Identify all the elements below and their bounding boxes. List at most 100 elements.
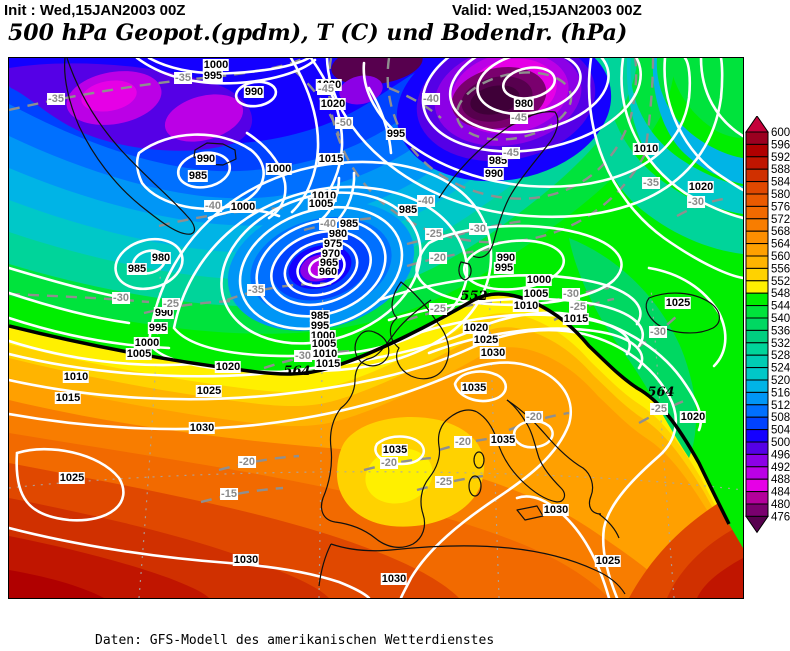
isobar-label: 980 [150,252,172,264]
isotherm-label: -15 [220,488,238,500]
isobar-label: 995 [385,128,407,140]
colorbar-tick-label: 556 [771,263,790,275]
weather-map: 1000995990102010209951015990985100010101… [8,57,744,599]
isobar-label: 1020 [679,411,707,423]
isobar-label: 1035 [381,444,409,456]
isotherm-label: -25 [162,298,180,310]
isobar-label: 1000 [265,163,293,175]
colorbar-tick-label: 484 [771,487,790,499]
colorbar-tick-label: 500 [771,437,790,449]
colorbar-step [745,416,769,431]
isobar-label: 985 [187,170,209,182]
isotherm-label: -30 [469,223,487,235]
colorbar-step [745,243,769,257]
isotherm-label: -30 [562,288,580,300]
colorbar-tick-label: 488 [771,474,790,486]
isobar-label: 1000 [202,59,230,71]
isotherm-label: -45 [510,112,528,124]
colorbar-step [745,255,769,269]
isobar-label: 1025 [594,555,622,567]
isobar-label: 990 [243,86,265,98]
isobar-label: 1020 [462,322,490,334]
isotherm-label: -35 [247,284,265,296]
isobar-label: 1025 [195,385,223,397]
isobar-label: 1025 [472,334,500,346]
isobar-label: 1030 [232,554,260,566]
isobar-label: 1030 [380,573,408,585]
colorbar-tick-label: 496 [771,449,790,461]
colorbar-tick-label: 592 [771,152,790,164]
colorbar-step [745,453,769,468]
isotherm-label: -40 [422,93,440,105]
isotherm-label: -45 [502,147,520,159]
isotherm-label: -50 [335,117,353,129]
colorbar-tick-label: 576 [771,201,790,213]
colorbar-step [745,143,769,158]
colorbar-tick-label: 512 [771,400,790,412]
isobar-label: 995 [147,322,169,334]
isobar-label: 990 [495,252,517,264]
colorbar-tick-label: 544 [771,301,790,313]
colorbar-tick-label: 532 [771,338,790,350]
geopotential-label: 564 [283,364,311,379]
isotherm-label: -20 [525,411,543,423]
isotherm-label: -20 [454,436,472,448]
isobar-label: 985 [397,204,419,216]
colorbar-step [745,305,769,319]
colorbar-tick-label: 560 [771,251,790,263]
isobar-label: 1015 [317,153,345,165]
isobar-label: 1000 [133,337,161,349]
colorbar-step [745,292,769,307]
footer: Daten: GFS-Modell des amerikanischen Wet… [95,601,510,651]
isotherm-label: -25 [435,476,453,488]
isotherm-label: -40 [319,218,337,230]
colorbar-step [745,329,769,344]
colorbar-tick-label: 572 [771,214,790,226]
isobar-label: 990 [195,153,217,165]
isotherm-label: -25 [429,303,447,315]
isobar-label: 975 [322,238,344,250]
isobar-label: 1025 [664,297,692,309]
colorbar-step [745,317,769,331]
isobar-label: 985 [126,263,148,275]
colorbar-step [745,391,769,406]
colorbar-step [745,168,769,183]
isobar-label: 990 [153,307,175,319]
isotherm-label: -25 [569,301,587,313]
isotherm-label: -20 [238,456,256,468]
colorbar-arrow-bottom [745,515,769,534]
isotherm-label: -25 [425,228,443,240]
isobar-label: 1015 [314,358,342,370]
colorbar-tick-label: 552 [771,276,790,288]
isobar-label: 1015 [54,392,82,404]
isobar-label: 1030 [479,347,507,359]
colorbar-step [745,218,769,232]
isobar-label: 995 [493,262,515,274]
isobar-label: 1010 [62,371,90,383]
colorbar: 6005965925885845805765725685645605565525… [745,116,790,534]
isobar-label: 1005 [125,348,153,360]
colorbar-tick-label: 548 [771,288,790,300]
isotherm-label: -35 [642,177,660,189]
colorbar-tick-label: 520 [771,375,790,387]
isobar-label: 1035 [489,434,517,446]
colorbar-tick-label: 584 [771,177,790,189]
colorbar-tick-label: 568 [771,226,790,238]
colorbar-step [745,503,769,517]
isobar-label: 1015 [562,313,590,325]
colorbar-tick-label: 564 [771,239,790,251]
colorbar-tick-label: 596 [771,139,790,151]
colorbar-tick-label: 540 [771,313,790,325]
isobar-label: 1005 [522,288,550,300]
colorbar-step [745,491,769,505]
colorbar-step [745,429,769,443]
footer-source-line: Daten: GFS-Modell des amerikanischen Wet… [95,633,495,648]
isobar-label: 990 [483,168,505,180]
isobar-label: 1010 [632,143,660,155]
colorbar-step [745,181,769,195]
colorbar-tick-label: 528 [771,350,790,362]
colorbar-step [745,131,769,145]
colorbar-step [745,342,769,356]
isobar-label: 1010 [512,300,540,312]
